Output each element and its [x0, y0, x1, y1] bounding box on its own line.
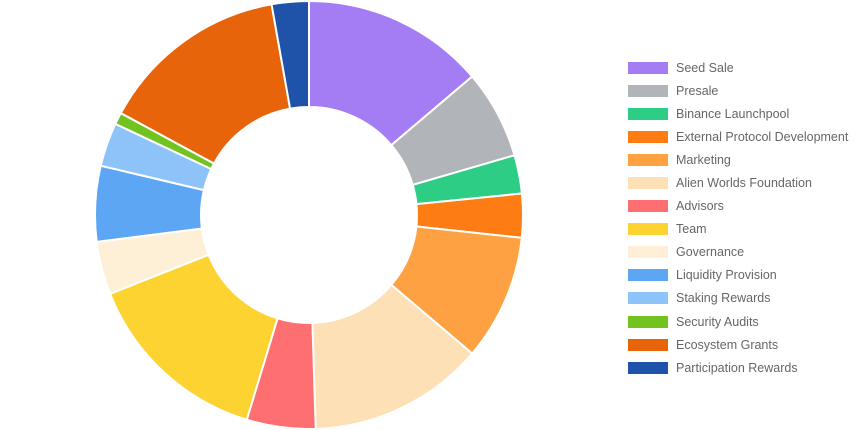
legend-label: Marketing [676, 152, 731, 167]
legend-item-marketing[interactable]: Marketing [628, 148, 848, 171]
legend-swatch [628, 177, 668, 190]
legend-label: Presale [676, 83, 719, 98]
legend-label: Security Audits [676, 314, 759, 329]
legend-item-advisors[interactable]: Advisors [628, 195, 848, 218]
legend-swatch [628, 292, 668, 305]
legend-swatch [628, 315, 668, 328]
legend-swatch [628, 223, 668, 236]
legend-swatch [628, 84, 668, 97]
legend-label: Ecosystem Grants [676, 337, 779, 352]
legend-label: External Protocol Development [676, 129, 849, 144]
legend-label: Alien Worlds Foundation [676, 176, 812, 191]
legend-item-ecosystem-grants[interactable]: Ecosystem Grants [628, 333, 848, 356]
legend-item-team[interactable]: Team [628, 218, 848, 241]
legend-swatch [628, 361, 668, 374]
legend-swatch [628, 107, 668, 120]
legend-swatch [628, 153, 668, 166]
legend-item-security-audits[interactable]: Security Audits [628, 310, 848, 333]
doughnut-chart [94, 0, 524, 430]
slice-seed-sale[interactable] [308, 0, 474, 147]
legend-label: Advisors [676, 199, 724, 214]
legend-swatch [628, 200, 668, 213]
legend-item-seed-sale[interactable]: Seed Sale [628, 56, 848, 79]
legend-label: Seed Sale [676, 60, 734, 75]
legend-swatch [628, 269, 668, 282]
legend-label: Liquidity Provision [676, 268, 777, 283]
legend-item-presale[interactable]: Presale [628, 79, 848, 102]
legend-item-alien-worlds-foundation[interactable]: Alien Worlds Foundation [628, 171, 848, 194]
legend-item-governance[interactable]: Governance [628, 241, 848, 264]
legend-swatch [628, 61, 668, 74]
legend-swatch [628, 246, 668, 259]
legend-item-participation-rewards[interactable]: Participation Rewards [628, 356, 848, 379]
legend-item-external-protocol-development[interactable]: External Protocol Development [628, 125, 848, 148]
legend-swatch [628, 338, 668, 351]
legend-item-binance-launchpool[interactable]: Binance Launchpool [628, 102, 848, 125]
slice-participation-rewards[interactable] [270, 0, 310, 110]
legend-label: Governance [676, 245, 745, 260]
legend-label: Staking Rewards [676, 291, 771, 306]
legend-swatch [628, 130, 668, 143]
legend-item-staking-rewards[interactable]: Staking Rewards [628, 287, 848, 310]
legend-item-liquidity-provision[interactable]: Liquidity Provision [628, 264, 848, 287]
legend-label: Team [676, 222, 707, 237]
legend-label: Participation Rewards [676, 360, 798, 375]
chart-legend: Seed Sale Presale Binance Launchpool Extern… [628, 56, 848, 379]
legend-label: Binance Launchpool [676, 106, 790, 121]
